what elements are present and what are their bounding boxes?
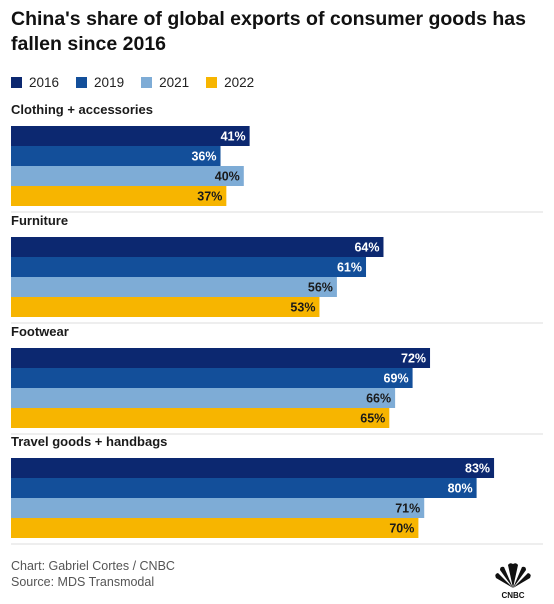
bar-2019 xyxy=(11,478,477,498)
data-label: 72% xyxy=(401,352,426,366)
legend-label: 2016 xyxy=(29,75,60,90)
category-label: Furniture xyxy=(11,213,68,228)
data-label: 56% xyxy=(308,281,333,295)
legend-swatch xyxy=(141,77,153,88)
bar-2021 xyxy=(11,277,337,297)
category-label: Footwear xyxy=(11,324,69,339)
data-label: 64% xyxy=(354,241,379,255)
category-label: Travel goods + handbags xyxy=(11,434,167,449)
bar-2021 xyxy=(11,166,244,186)
data-label: 40% xyxy=(215,170,240,184)
logo-text: CNBC xyxy=(501,591,524,600)
data-label: 69% xyxy=(384,372,409,386)
data-label: 53% xyxy=(290,301,315,315)
cnbc-peacock-icon: CNBC xyxy=(495,563,531,600)
bar-chart: Clothing + accessories 41% 36% 40% 37% Furnit… xyxy=(11,102,543,545)
legend-label: 2022 xyxy=(224,75,255,90)
bar-2021 xyxy=(11,388,396,408)
chart-title: China's share of global exports of consu… xyxy=(11,8,526,55)
data-label: 70% xyxy=(389,522,414,536)
legend-swatch xyxy=(76,77,88,88)
data-label: 66% xyxy=(366,392,391,406)
legend: 2016 2019 2021 2022 xyxy=(11,75,271,90)
bar-2019 xyxy=(11,257,367,277)
data-label: 65% xyxy=(360,412,385,426)
category-label: Clothing + accessories xyxy=(11,102,153,117)
legend-swatch xyxy=(206,77,218,88)
legend-swatch xyxy=(11,77,22,88)
data-label: 61% xyxy=(337,261,362,275)
bar-2022 xyxy=(11,186,227,206)
bar-2016 xyxy=(11,458,495,478)
data-label: 37% xyxy=(197,190,222,204)
legend-item-2019: 2019 xyxy=(76,75,124,90)
legend-item-2022: 2022 xyxy=(206,75,254,90)
bar-2022 xyxy=(11,408,390,428)
chart-credit: Chart: Gabriel Cortes / CNBC xyxy=(11,559,175,573)
data-label: 83% xyxy=(465,462,490,476)
bar-2022 xyxy=(11,518,419,538)
source-note: Source: MDS Transmodal xyxy=(11,575,155,589)
bar-2016 xyxy=(11,126,250,146)
data-label: 80% xyxy=(448,482,473,496)
legend-item-2021: 2021 xyxy=(141,75,189,90)
bar-2016 xyxy=(11,348,431,368)
data-label: 71% xyxy=(395,502,420,516)
bar-2021 xyxy=(11,498,425,518)
bar-2016 xyxy=(11,237,384,257)
data-label: 41% xyxy=(221,130,246,144)
legend-item-2016: 2016 xyxy=(11,75,59,90)
bar-2019 xyxy=(11,368,413,388)
bar-2019 xyxy=(11,146,221,166)
footer: Chart: Gabriel Cortes / CNBC Source: MDS… xyxy=(11,558,175,590)
bar-2022 xyxy=(11,297,320,317)
legend-label: 2019 xyxy=(94,75,125,90)
data-label: 36% xyxy=(191,150,216,164)
legend-label: 2021 xyxy=(159,75,190,90)
